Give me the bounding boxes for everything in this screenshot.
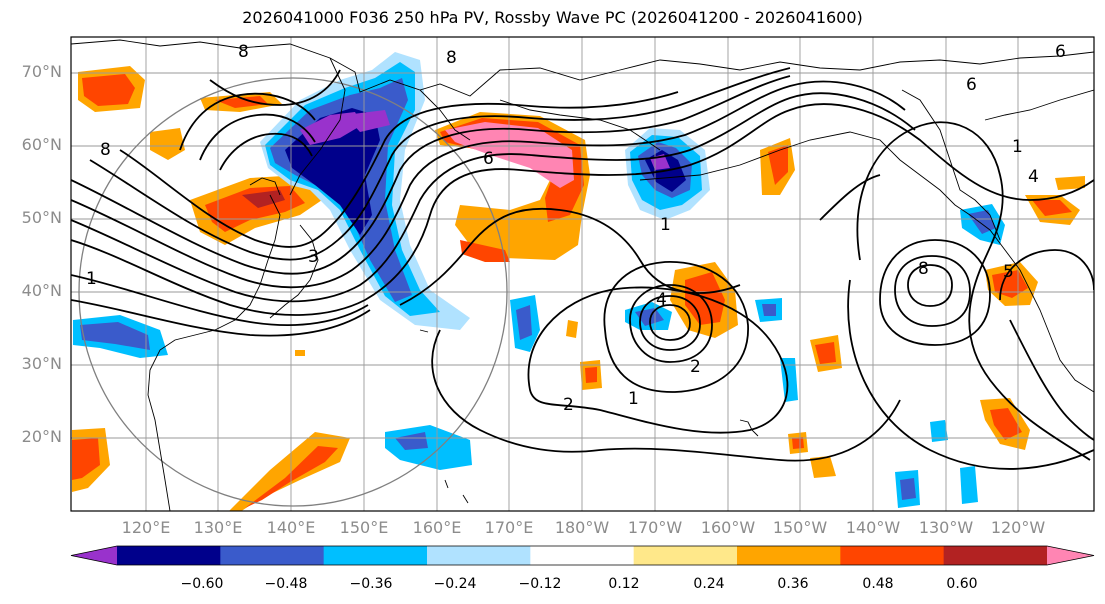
contour-label: 3 <box>308 247 319 267</box>
colorbar-swatch <box>530 546 635 565</box>
lat-tick-label: 70°N <box>21 62 62 81</box>
contour-label: 8 <box>446 48 457 68</box>
map-title: 2026041000 F036 250 hPa PV, Rossby Wave … <box>242 8 863 27</box>
lat-tick-label: 60°N <box>21 135 62 154</box>
contour-label: 5 <box>1003 262 1014 282</box>
lon-tick-label: 170°E <box>484 518 534 537</box>
contour-label: 6 <box>483 149 494 169</box>
lon-tick-label: 160°W <box>700 518 756 537</box>
map-background <box>71 37 1094 511</box>
colorbar <box>70 545 1095 566</box>
colorbar-extend-max <box>1047 546 1094 565</box>
lat-tick-label: 40°N <box>21 281 62 300</box>
lat-tick-label: 50°N <box>21 208 62 227</box>
contour-label: 6 <box>966 75 977 95</box>
range-circle <box>78 77 508 507</box>
lon-tick-label: 140°W <box>845 518 901 537</box>
contour-label: 1 <box>1012 137 1023 157</box>
colorbar-swatch <box>840 546 945 565</box>
contour-label: 1 <box>628 389 639 409</box>
colorbar-label: −0.12 <box>518 576 562 592</box>
lon-tick-label: 180°W <box>554 518 610 537</box>
colorbar-label: −0.24 <box>433 576 477 592</box>
colorbar-label: −0.36 <box>349 576 393 592</box>
lon-tick-label: 150°E <box>339 518 389 537</box>
colorbar-swatch <box>117 546 221 565</box>
colorbar-label: 0.60 <box>946 576 978 592</box>
lon-tick-label: 130°E <box>193 518 243 537</box>
colorbar-label: 0.24 <box>693 576 725 592</box>
lon-tick-label: 120°W <box>990 518 1046 537</box>
lat-tick-label: 30°N <box>21 354 62 373</box>
contour-label: 1 <box>86 269 97 289</box>
contour-label: 8 <box>918 259 929 279</box>
colorbar-extend-min <box>71 546 117 565</box>
coastlines <box>71 39 1094 511</box>
lon-tick-label: 160°E <box>412 518 462 537</box>
colorbar-swatch <box>220 546 325 565</box>
contour-label: 6 <box>1055 42 1066 62</box>
colorbar-swatch <box>323 546 428 565</box>
contour-label: 2 <box>690 357 701 377</box>
contour-labels: 8 8 8 8 6 6 6 5 4 4 3 2 2 1 1 1 1 <box>86 42 1066 415</box>
lon-tick-label: 130°W <box>918 518 974 537</box>
map-frame <box>70 36 1095 512</box>
contour-label: 4 <box>656 290 667 310</box>
colorbar-swatch <box>427 546 531 565</box>
colorbar-outline <box>70 545 1095 566</box>
colorbar-label: 0.12 <box>608 576 640 592</box>
lon-tick-label: 170°W <box>627 518 683 537</box>
colorbar-swatch <box>943 546 1048 565</box>
colorbar-swatch <box>737 546 841 565</box>
colorbar-label: −0.60 <box>180 576 224 592</box>
lon-tick-label: 150°W <box>772 518 828 537</box>
colorbar-swatch <box>633 546 738 565</box>
colorbar-label: −0.48 <box>264 576 308 592</box>
colorbar-label: 0.48 <box>862 576 894 592</box>
contour-label: 4 <box>1028 167 1039 187</box>
contour-label: 2 <box>563 395 574 415</box>
contour-label: 1 <box>660 215 671 235</box>
colorbar-label: 0.36 <box>777 576 809 592</box>
lon-tick-label: 120°E <box>121 518 171 537</box>
pv-contours <box>71 67 1094 470</box>
lon-tick-label: 140°E <box>266 518 316 537</box>
lat-tick-label: 20°N <box>21 427 62 446</box>
contour-label: 8 <box>238 42 249 62</box>
contour-label: 8 <box>100 140 111 160</box>
